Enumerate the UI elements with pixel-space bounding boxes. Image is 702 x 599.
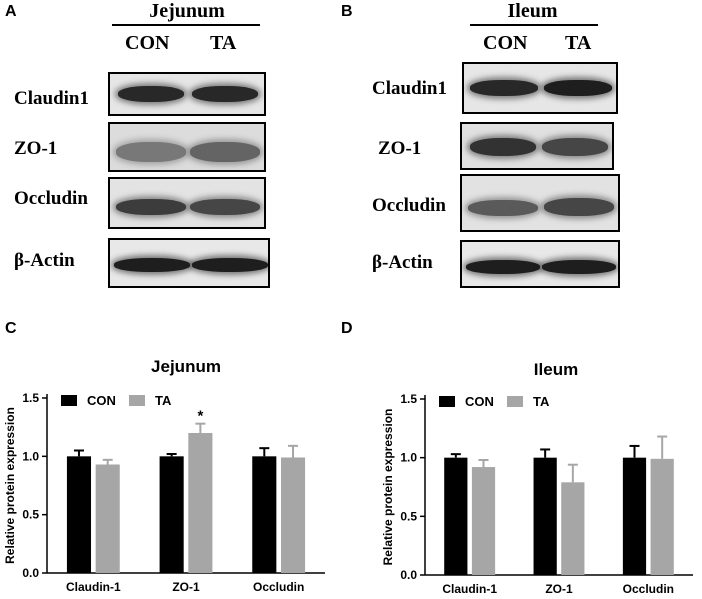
bar (622, 457, 647, 575)
blot-strip (460, 122, 614, 170)
blot-strip (460, 174, 620, 232)
legend-label: CON (87, 393, 116, 408)
y-tick-label: 1.0 (400, 451, 417, 465)
bar (561, 482, 585, 575)
legend-swatch (439, 396, 455, 407)
y-tick-label: 1.0 (22, 449, 39, 463)
legend-swatch (61, 395, 77, 406)
group-label-ta: TA (565, 32, 592, 54)
blot-strip (460, 240, 620, 288)
bar (533, 457, 557, 575)
y-axis-label: Relative protein expression (381, 409, 395, 566)
bar (444, 457, 468, 575)
panel-letter-b: B (341, 3, 353, 20)
group-label-con: CON (483, 32, 528, 54)
y-tick-label: 0.5 (22, 508, 39, 522)
legend-label: TA (155, 393, 172, 408)
x-tick-label: Claudin-1 (442, 582, 497, 596)
band (118, 86, 184, 102)
band (544, 80, 612, 96)
band (542, 260, 616, 274)
bar (159, 456, 184, 573)
y-axis-label: Relative protein expression (3, 407, 17, 564)
bar (471, 467, 496, 575)
band (190, 199, 260, 215)
blot-strip (108, 122, 266, 172)
y-tick-label: 0.0 (22, 566, 39, 580)
band (114, 258, 190, 272)
panel-letter-c: C (5, 320, 17, 337)
blot-row-label: Claudin1 (14, 88, 89, 109)
bar (650, 458, 674, 575)
bar (280, 457, 306, 573)
legend-label: TA (533, 394, 550, 409)
y-tick-label: 1.5 (22, 391, 39, 405)
significance-marker: * (197, 408, 203, 425)
y-tick-label: 0.5 (400, 509, 417, 523)
legend-label: CON (465, 394, 494, 409)
blot-strip (108, 177, 266, 229)
bar-chart-ileum: Ileum Relative protein expression 0.0 0.5 1.… (381, 360, 693, 596)
band (190, 142, 260, 162)
blot-row-label: Occludin (372, 195, 446, 216)
group-label-ta: TA (210, 32, 237, 54)
band (544, 198, 614, 216)
blot-strip (108, 72, 266, 116)
x-tick-label: Occludin (253, 580, 304, 594)
band (542, 138, 608, 156)
bar (66, 456, 92, 573)
blot-row-label: β-Actin (14, 250, 75, 271)
chart-title: Jejunum (151, 357, 221, 376)
blot-row-label: ZO-1 (14, 138, 58, 159)
blot-row-label: β-Actin (372, 252, 433, 273)
x-tick-label: ZO-1 (172, 580, 200, 594)
bar (252, 456, 277, 573)
legend-swatch (129, 395, 145, 406)
band (468, 200, 538, 216)
bar (188, 433, 213, 573)
band (116, 142, 186, 162)
panel-letter-a: A (5, 3, 17, 20)
blot-row-label: ZO-1 (378, 138, 422, 159)
blot-title: Jejunum (149, 0, 225, 22)
x-tick-label: Occludin (623, 582, 674, 596)
blot-strip (462, 62, 618, 114)
x-tick-label: ZO-1 (545, 582, 573, 596)
band (470, 138, 536, 156)
panel-letter-d: D (341, 320, 353, 337)
chart-title: Ileum (534, 360, 578, 379)
band (470, 80, 538, 96)
blot-row-label: Occludin (14, 188, 88, 209)
bar-chart-jejunum: Jejunum Relative protein expression 0.0 0.5… (3, 357, 325, 594)
blot-title-underline (112, 24, 260, 26)
blot-title: Ileum (507, 0, 558, 22)
y-tick-label: 0.0 (400, 568, 417, 582)
legend-swatch (507, 396, 523, 407)
band (192, 86, 258, 102)
band (466, 260, 540, 274)
x-tick-label: Claudin-1 (66, 580, 121, 594)
blot-title-underline (470, 24, 598, 26)
band (116, 199, 186, 215)
y-tick-label: 1.5 (400, 392, 417, 406)
group-label-con: CON (125, 32, 170, 54)
blot-row-label: Claudin1 (372, 78, 447, 99)
band (192, 258, 268, 272)
bar (95, 464, 120, 573)
blot-strip (108, 238, 270, 288)
